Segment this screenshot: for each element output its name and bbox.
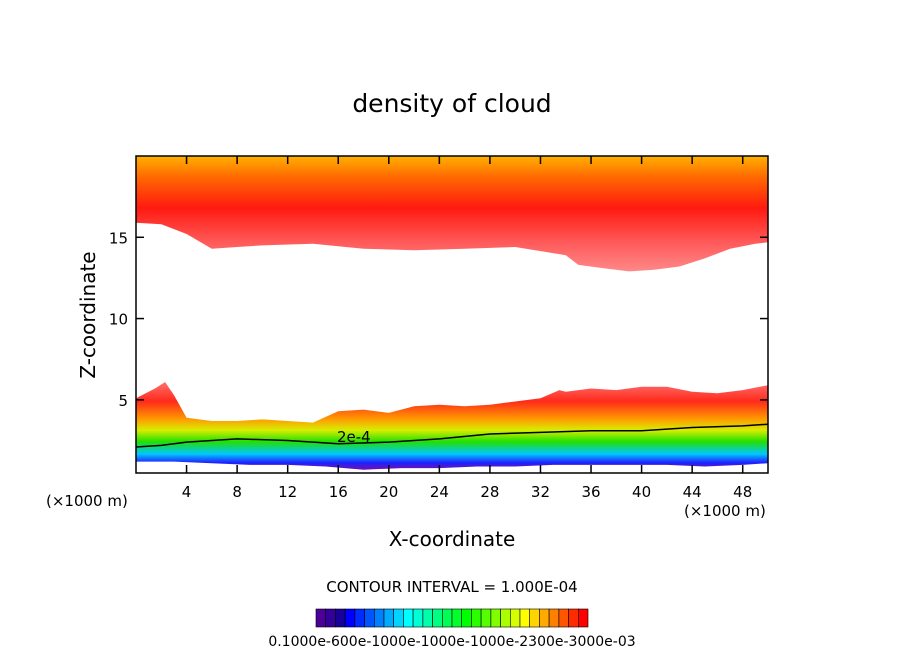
x-unit-right: (×1000 m) [684,502,766,520]
x-tick-label: 16 [329,483,348,501]
plot-area-fill [136,156,768,470]
colorbar-swatch [383,608,394,628]
x-tick-label: 32 [531,483,550,501]
x-tick-label: 8 [232,483,242,501]
colorbar-swatch [519,608,530,628]
colorbar-swatch [548,608,560,628]
colorbar-swatch [412,608,424,628]
colorbar-swatch [500,608,511,628]
contour-interval: CONTOUR INTERVAL = 1.000E-04 [326,578,577,596]
colorbar-swatch [461,608,472,628]
colorbar-swatch [315,608,326,628]
colorbar-swatch [432,608,443,628]
colorbar-swatch [529,608,540,628]
colorbar-swatch [451,608,462,628]
lower-cloud-layer [136,382,768,470]
colorbar-swatch [354,608,365,628]
plot-frame [135,155,769,474]
x-tick-label: 48 [733,483,752,501]
upper-cloud-layer [136,156,768,272]
x-tick-label: 44 [683,483,702,501]
colorbar-swatch [471,608,482,628]
colorbar-labels: 0.1000e-600e-1000e-1000e-1000e-2300e-300… [268,634,635,650]
x-tick-label: 12 [278,483,297,501]
chart-title: density of cloud [352,89,551,118]
contour-line-2e-4 [136,423,768,448]
x-axis-ticks: 4 8 12 16 20 24 28 32 36 40 44 48 [182,156,752,501]
x-unit-left: (×1000 m) [46,492,128,510]
y-axis-ticks: 5 10 15 [109,229,768,410]
colorbar-swatch [422,608,433,628]
colorbar-swatch [373,608,385,628]
y-tick-label: 15 [109,229,128,247]
colorbar-swatch [490,608,501,628]
colorbar-swatch [509,608,521,628]
y-axis-label: Z-coordinate [76,251,100,378]
x-axis-label: X-coordinate [389,527,516,551]
colorbar-swatch [344,608,356,628]
x-tick-label: 28 [480,483,499,501]
x-tick-label: 4 [182,483,192,501]
colorbar-swatch [364,608,375,628]
colorbar-swatch [577,608,589,628]
colorbar-swatch [558,608,569,628]
x-tick-label: 20 [379,483,398,501]
colorbar-swatch [441,608,453,628]
colorbar-swatch [335,608,346,628]
y-tick-label: 10 [109,311,128,329]
colorbar-swatch [480,608,492,628]
colorbar-swatch [568,608,579,628]
colorbar-swatch [539,608,550,628]
colorbar-swatch [403,608,414,628]
colorbar [315,608,589,628]
colorbar-swatch [393,608,404,628]
x-tick-label: 24 [430,483,449,501]
x-tick-label: 40 [632,483,651,501]
colorbar-swatch [325,608,336,628]
contour-label: 2e-4 [337,428,371,446]
y-tick-label: 5 [118,392,128,410]
x-tick-label: 36 [581,483,600,501]
